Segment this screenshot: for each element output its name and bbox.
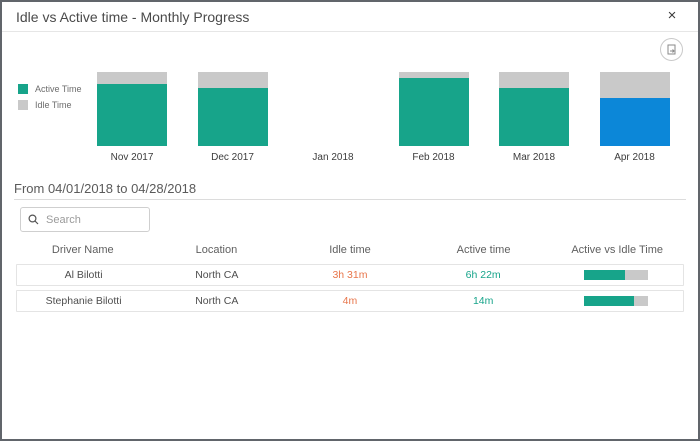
chart-bar[interactable]: Feb 2018 [398,72,469,163]
bar-stack [97,72,167,146]
bar-stack [197,72,268,146]
export-image-icon [667,44,675,54]
driver-name-cell: Stephanie Bilotti [45,295,122,307]
idle-segment [398,72,469,78]
table-header-row: Driver Name Location Idle time Active ti… [16,240,684,260]
chart-bar[interactable]: Dec 2017 [197,72,268,163]
bar-stack [599,72,670,146]
bar-category-label: Apr 2018 [614,152,655,163]
search-input[interactable] [46,213,142,226]
active-segment [97,83,167,146]
export-image-button[interactable] [660,38,683,61]
idle-segment [97,72,167,84]
progressbar-fill [584,270,626,280]
idle-segment [599,72,670,98]
col-location: Location [195,244,238,256]
driver-name-cell: Al Bilotti [64,269,103,281]
active-vs-idle-progressbar [584,270,649,280]
bar-category-label: Jan 2018 [312,152,354,163]
active-vs-idle-progressbar [584,296,649,306]
legend-label: Active Time [35,84,82,94]
close-icon[interactable]: × [662,6,682,26]
legend-label: Idle Time [35,100,72,110]
legend-swatch-icon [18,84,28,94]
table-row[interactable]: Al Bilotti North CA 3h 31m 6h 22m [16,264,684,286]
bar-category-label: Nov 2017 [110,152,154,163]
bar-stack [398,72,469,146]
active-vs-idle-cell [550,270,683,280]
active-vs-idle-cell [550,296,683,306]
bar-stack [298,72,368,146]
idle-segment [499,72,569,89]
active-time-cell: 6h 22m [465,269,501,281]
idle-time-cell: 3h 31m [332,269,368,281]
progressbar-fill [584,296,635,306]
col-idle-time: Idle time [329,244,371,256]
location-cell: North CA [195,295,239,307]
chart-bar[interactable]: Nov 2017 [97,72,167,163]
legend-swatch-icon [18,100,28,110]
col-active-time: Active time [456,244,511,256]
active-segment [197,88,268,146]
bar-category-label: Mar 2018 [512,152,556,163]
search-icon [28,214,39,225]
chart-bar[interactable]: Mar 2018 [499,72,569,163]
legend-item[interactable]: Idle Time [18,100,82,110]
col-active-vs-idle: Active vs Idle Time [571,244,664,256]
chart-bars: Nov 2017 Dec 2017 Jan 2018 Feb 2018 Mar 2018… [97,72,670,163]
bar-category-label: Feb 2018 [412,152,455,163]
search-box[interactable] [20,207,150,232]
idle-segment [197,72,268,89]
active-segment [499,88,569,146]
chart-bar[interactable]: Jan 2018 [298,72,368,163]
bar-stack [499,72,569,146]
legend-item[interactable]: Active Time [18,84,82,94]
chart-legend: Active Time Idle Time [18,84,82,116]
idle-time-cell: 4m [342,295,358,307]
date-range-label: From 04/01/2018 to 04/28/2018 [14,181,197,196]
active-segment-selected [599,97,670,146]
divider [14,199,686,200]
dialog-header: Idle vs Active time - Monthly Progress × [2,2,698,32]
dialog-title: Idle vs Active time - Monthly Progress [16,9,250,25]
bar-category-label: Dec 2017 [211,152,254,163]
location-cell: North CA [195,269,239,281]
drivers-table: Driver Name Location Idle time Active ti… [16,240,684,312]
active-segment [398,77,469,146]
chart-bar[interactable]: Apr 2018 [599,72,670,163]
col-driver-name: Driver Name [51,244,114,256]
stacked-bar-chart: Active Time Idle Time Nov 2017 Dec 2017 Jan… [2,32,698,172]
active-time-cell: 14m [472,295,494,307]
table-body: Al Bilotti North CA 3h 31m 6h 22m Stephanie … [16,264,684,312]
table-row[interactable]: Stephanie Bilotti North CA 4m 14m [16,290,684,312]
